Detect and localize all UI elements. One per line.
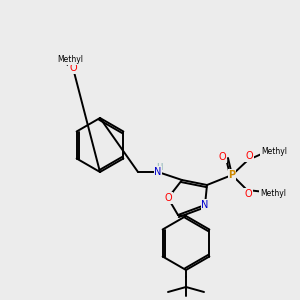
Text: Methyl: Methyl <box>261 146 287 155</box>
Text: P: P <box>228 170 236 180</box>
Text: N: N <box>154 167 162 177</box>
Text: N: N <box>201 200 209 210</box>
Text: O: O <box>164 193 172 203</box>
Text: Methyl: Methyl <box>57 56 83 64</box>
Text: O: O <box>245 151 253 161</box>
Text: H: H <box>156 163 162 172</box>
Text: Methyl: Methyl <box>260 188 286 197</box>
Text: O: O <box>244 189 252 199</box>
Text: O: O <box>218 152 226 162</box>
Text: O: O <box>69 63 77 73</box>
